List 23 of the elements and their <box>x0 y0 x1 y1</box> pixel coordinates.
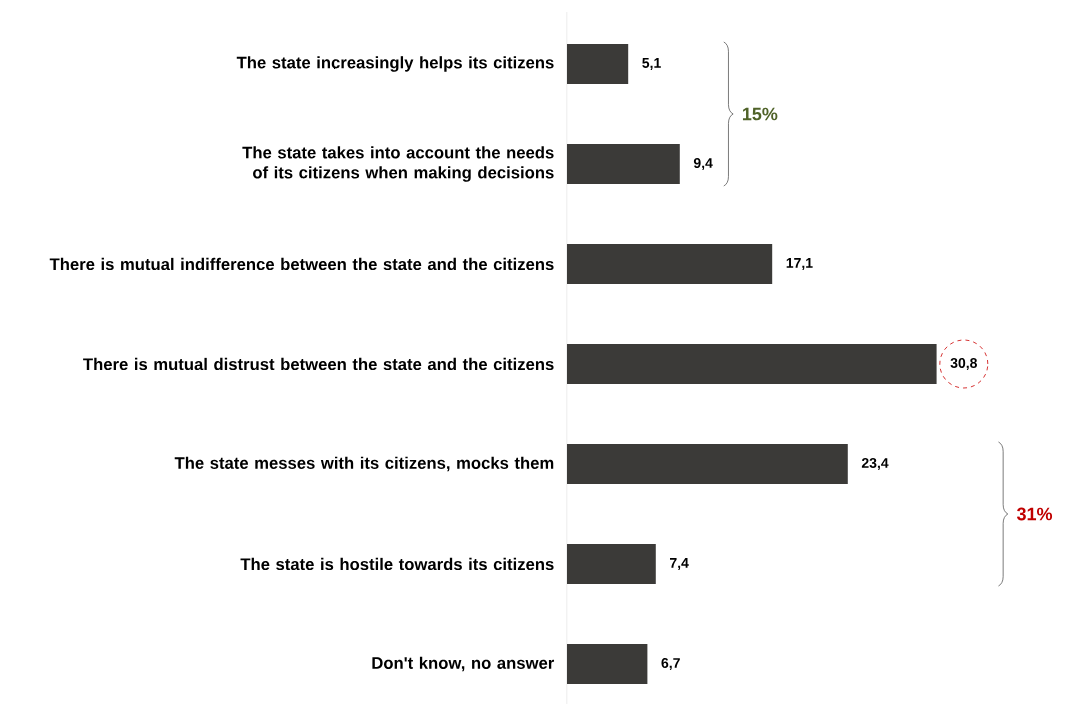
annotation: 15% <box>742 107 778 121</box>
y-tick-label: There is mutual indifference between the state and the citizens <box>49 257 554 271</box>
data-label: 9,4 <box>693 158 713 170</box>
bar <box>566 44 629 84</box>
bar <box>566 544 656 584</box>
data-label: 6,7 <box>661 658 680 670</box>
data-label: 7,4 <box>670 558 689 570</box>
data-label: 17,1 <box>786 258 813 270</box>
y-tick-label: The state is hostile towards its citizens <box>240 557 554 571</box>
bar <box>566 244 773 284</box>
y-tick-label: The state increasingly helps its citizens <box>236 56 554 72</box>
bar <box>566 344 937 384</box>
text: 31% <box>1016 507 1053 521</box>
data-label: 30,8 <box>950 358 977 370</box>
y-tick-label: There is mutual distrust between the state and the citizens <box>83 357 554 371</box>
y-tick-label: The state takes into account the needs of its citizens when making decisions <box>242 146 554 182</box>
bar <box>566 643 648 684</box>
data-label: 5,1 <box>642 58 661 70</box>
bar <box>566 144 680 184</box>
data-label: 23,4 <box>861 458 889 470</box>
y-tick-label: The state messes with its citizens, mocks them <box>174 456 554 472</box>
y-tick-label: Don't know, no answer <box>372 656 555 672</box>
bar <box>566 444 848 484</box>
